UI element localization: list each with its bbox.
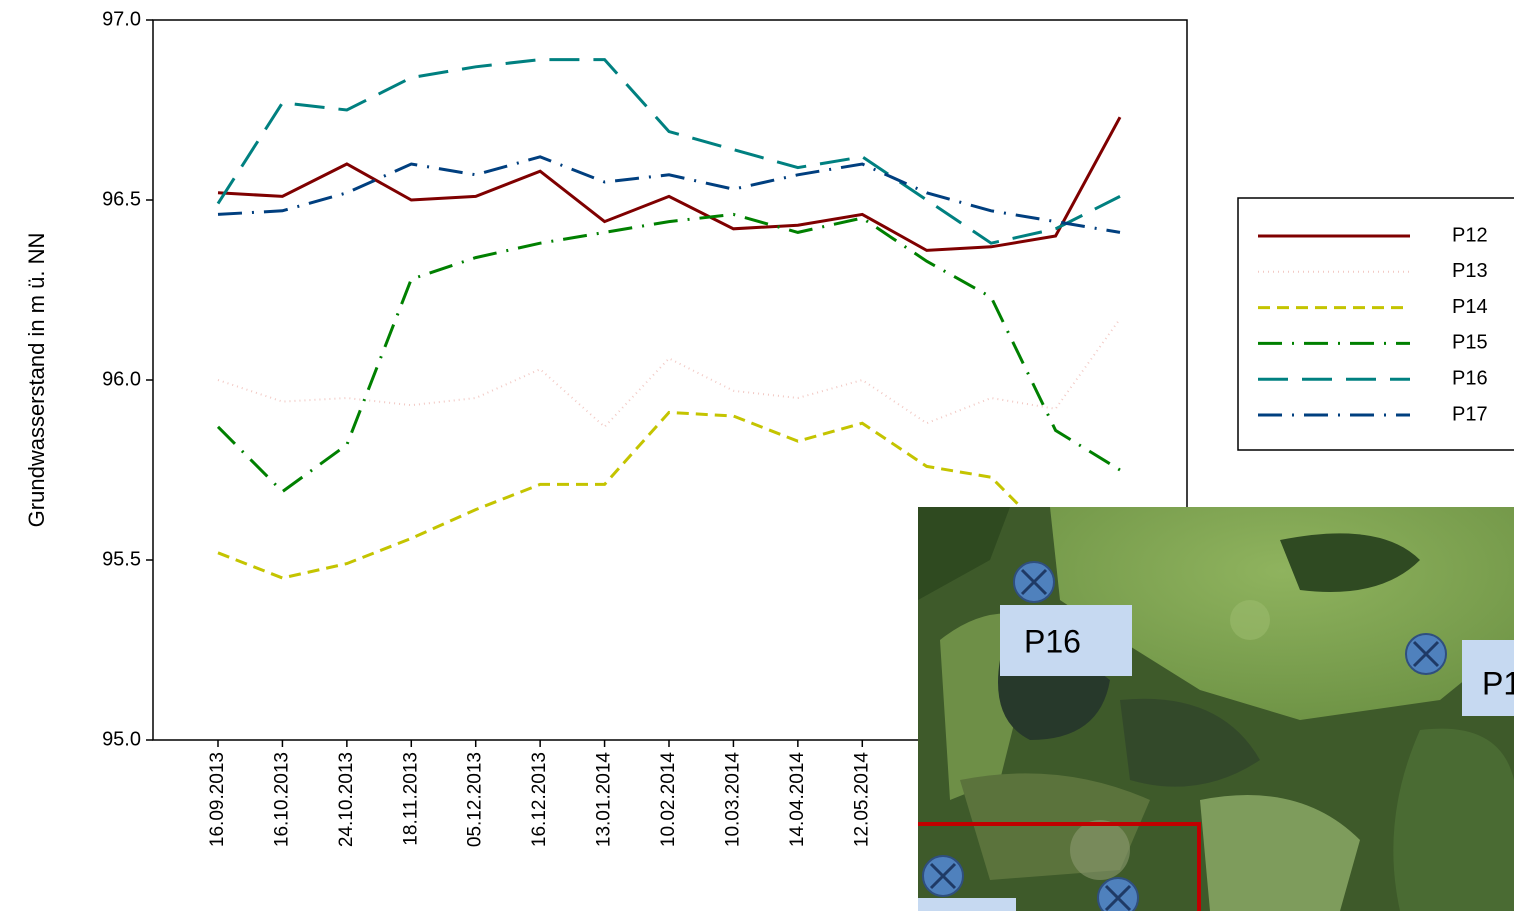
series-line xyxy=(218,60,1120,244)
legend-label: P14 xyxy=(1452,296,1488,318)
legend-label: P13 xyxy=(1452,260,1488,282)
aerial-photo: P16 P1 xyxy=(887,507,1514,911)
chart: Grundwasserstand in m ü. NN 95.0 95.5 96.0 9… xyxy=(0,0,1514,911)
photo-label: P16 xyxy=(1024,623,1081,659)
x-tick-label: 16.09.2013 xyxy=(207,752,228,847)
x-tick-label: 16.10.2013 xyxy=(271,752,292,847)
legend-label: P12 xyxy=(1452,224,1488,246)
legend-label: P17 xyxy=(1452,403,1488,425)
photo-label: P1 xyxy=(1482,665,1514,701)
x-tick-label: 14.04.2014 xyxy=(787,752,808,848)
x-tick-label: 24.10.2013 xyxy=(336,752,357,847)
series-line xyxy=(218,214,1120,491)
y-tick-label: 95.5 xyxy=(102,548,141,570)
x-tick-label: 10.02.2014 xyxy=(658,752,679,848)
y-tick-label: 96.5 xyxy=(102,188,141,210)
y-tick-label: 96.0 xyxy=(102,368,141,390)
legend-label: P16 xyxy=(1452,367,1488,389)
x-tick-label: 16.12.2013 xyxy=(529,752,550,847)
y-tick-label: 97.0 xyxy=(102,8,141,30)
x-tick-label: 05.12.2013 xyxy=(465,752,486,847)
series-line xyxy=(218,117,1120,250)
y-tick-label: 95.0 xyxy=(102,728,141,750)
x-tick-label: 10.03.2014 xyxy=(722,752,743,848)
x-tick-label: 18.11.2013 xyxy=(400,752,421,846)
x-tick-label: 13.01.2014 xyxy=(594,752,615,848)
x-tick-label: 12.05.2014 xyxy=(851,752,872,848)
series-line xyxy=(218,319,1120,427)
legend-label: P15 xyxy=(1452,332,1488,354)
y-axis-title: Grundwasserstand in m ü. NN xyxy=(24,233,49,528)
